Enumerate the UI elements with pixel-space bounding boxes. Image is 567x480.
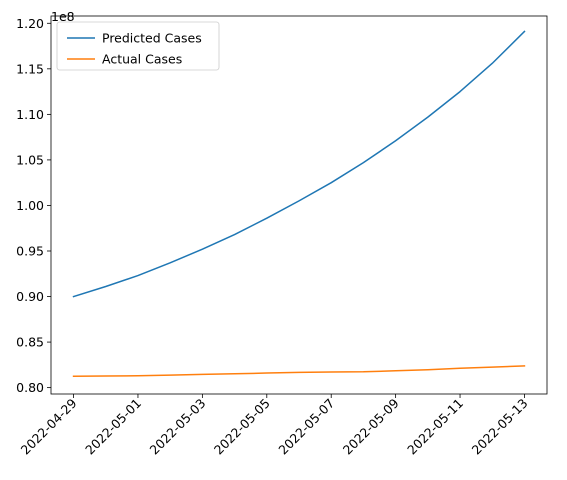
y-tick-label: 0.85 xyxy=(16,335,44,350)
y-tick-label: 0.80 xyxy=(16,380,44,395)
series-line-2 xyxy=(72,365,526,377)
y-tick-label: 1.00 xyxy=(16,198,44,213)
plot-frame xyxy=(50,15,548,395)
legend: Predicted Cases Actual Cases xyxy=(56,21,220,71)
y-tick-label: 0.90 xyxy=(16,289,44,304)
y-tick-label: 0.95 xyxy=(16,243,44,258)
x-tick-label: 2022-05-09 xyxy=(340,395,402,457)
x-tick-label: 2022-05-07 xyxy=(275,396,337,458)
legend-label-2: Actual Cases xyxy=(102,52,182,67)
y-tick-label: 1.05 xyxy=(16,152,44,167)
x-tick-label: 2022-05-13 xyxy=(469,396,531,458)
series-line-1 xyxy=(72,30,526,298)
legend-box xyxy=(56,21,220,71)
legend-label-1: Predicted Cases xyxy=(102,31,202,46)
y-tick-label: 1.15 xyxy=(16,61,44,76)
x-tick-label: 2022-05-05 xyxy=(211,396,273,458)
y-tick-label: 1.10 xyxy=(16,107,44,122)
y-axis-offset-label: 1e8 xyxy=(51,9,75,24)
plot-area: 0.80 0.85 0.90 0.95 1.00 1.05 1.10 1.15 1.20 2022… xyxy=(16,16,530,458)
x-tick-label: 2022-05-11 xyxy=(404,396,466,458)
x-tick-label: 2022-05-01 xyxy=(82,396,144,458)
x-tick-label: 2022-04-29 xyxy=(18,395,80,457)
x-tick-label: 2022-05-03 xyxy=(147,396,209,458)
y-tick-label: 1.20 xyxy=(16,16,44,31)
